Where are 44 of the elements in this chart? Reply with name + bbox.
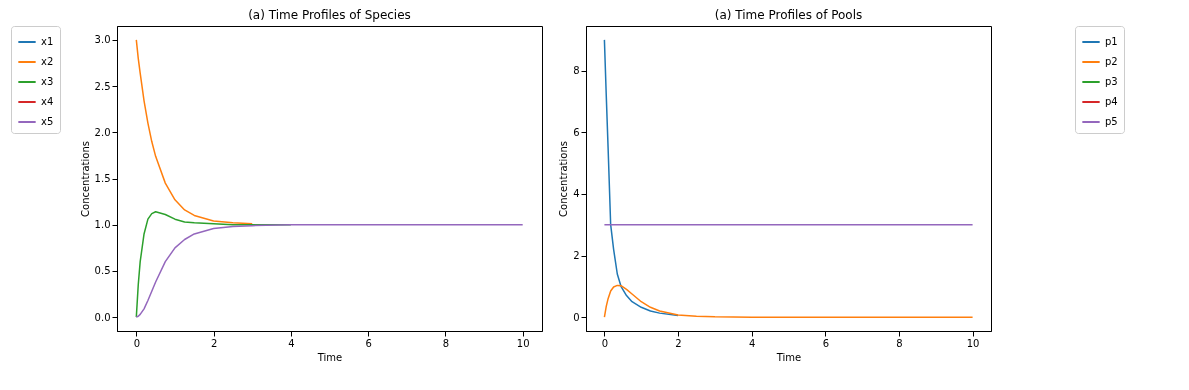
x-axis-title: Time bbox=[775, 351, 802, 363]
legend-label: x2 bbox=[41, 56, 54, 67]
y-tick-label: 0 bbox=[573, 311, 580, 323]
y-axis-title: Concentrations bbox=[79, 141, 91, 217]
y-tick-label: 2.0 bbox=[94, 126, 111, 138]
y-tick-label: 8 bbox=[573, 65, 580, 77]
legend-label: x4 bbox=[41, 96, 54, 107]
x-tick-label: 0 bbox=[601, 337, 609, 349]
legend-label: p2 bbox=[1105, 56, 1118, 67]
legend-label: p3 bbox=[1105, 76, 1118, 87]
y-tick-label: 0.5 bbox=[94, 265, 111, 277]
line-series bbox=[135, 39, 253, 225]
x-tick-label: 6 bbox=[365, 337, 372, 349]
x-tick-label: 4 bbox=[748, 337, 756, 349]
legend-label: x3 bbox=[41, 76, 54, 87]
legend-label: p1 bbox=[1105, 36, 1118, 47]
chart-title: (a) Time Profiles of Pools bbox=[714, 7, 863, 22]
y-tick-label: 2.5 bbox=[94, 80, 111, 92]
x-tick-label: 8 bbox=[442, 337, 450, 349]
y-tick-label: 1.5 bbox=[94, 173, 111, 184]
x-axis-title: Time bbox=[316, 351, 343, 363]
y-tick-label: 6 bbox=[573, 126, 580, 138]
legend-label: p4 bbox=[1105, 96, 1118, 107]
x-tick-label: 8 bbox=[896, 337, 903, 349]
line-series bbox=[603, 39, 679, 317]
y-tick-label: 1.0 bbox=[94, 219, 111, 231]
y-tick-label: 3.0 bbox=[94, 34, 111, 46]
x-tick-label: 2 bbox=[210, 337, 218, 349]
x-tick-label: 10 bbox=[516, 337, 530, 349]
x-tick-label: 0 bbox=[133, 337, 141, 349]
x-tick-label: 6 bbox=[822, 337, 830, 349]
x-tick-label: 4 bbox=[288, 337, 295, 349]
y-tick-label: 2 bbox=[573, 250, 580, 262]
x-tick-label: 2 bbox=[675, 337, 682, 349]
line-series bbox=[603, 284, 974, 318]
chart-title: (a) Time Profiles of Species bbox=[248, 7, 411, 22]
x-tick-label: 10 bbox=[966, 337, 980, 349]
y-tick-label: 4 bbox=[573, 188, 580, 200]
legend-label: x1 bbox=[41, 36, 54, 47]
legend-label: p5 bbox=[1105, 116, 1118, 127]
y-axis-title: Concentrations bbox=[558, 141, 570, 217]
y-tick-label: 0.0 bbox=[94, 311, 111, 323]
line-series bbox=[135, 223, 524, 318]
legend-label: x5 bbox=[41, 116, 54, 127]
